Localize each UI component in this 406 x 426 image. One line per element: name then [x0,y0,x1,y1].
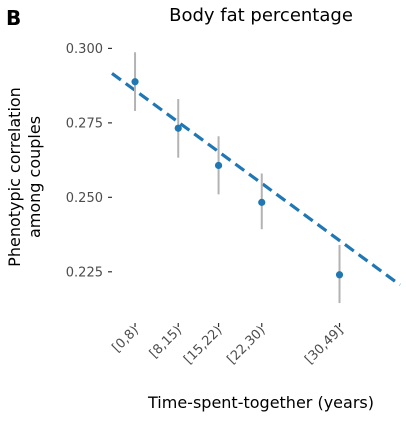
axes: 0.225 0.250 0.275 0.300 [0,8) [8,15)[15,22) [2… [66,42,347,367]
x-axis-title: Time-spent-together (years) [147,393,374,412]
y-axis-title-line-2: among couples [25,116,44,238]
x-tick-label: [0,8) [109,323,141,355]
data-point [258,198,266,206]
data-point [174,124,182,132]
x-tick-label: [8,15) [147,323,185,361]
y-tick-label: 0.300 [66,42,103,57]
chart-title: Body fat percentage [169,5,353,26]
y-tick-label: 0.250 [66,191,103,206]
y-tick-label: 0.225 [66,265,103,280]
x-tick-label: [15,22) [181,323,225,367]
data-point [214,161,223,170]
error-bars [134,52,341,304]
trend-line [111,72,401,287]
x-tick-label: [22,30) [224,323,268,367]
trend-line-layer [111,72,401,287]
y-tick-label: 0.275 [66,116,103,131]
data-points [131,78,344,279]
y-axis-title-line-1: Phenotypic correlation [5,87,24,267]
data-point [335,271,344,279]
panel-letter: B [6,6,21,30]
x-tick-label: [30,49] [302,323,346,367]
data-point [131,78,139,86]
